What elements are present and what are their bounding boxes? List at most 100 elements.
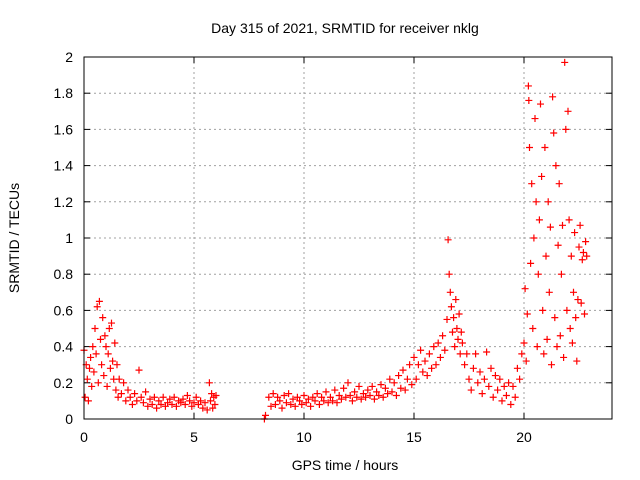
data-point (388, 388, 396, 396)
data-point (553, 343, 561, 351)
data-point (532, 198, 540, 206)
data-point (571, 229, 579, 237)
data-point (124, 386, 132, 394)
data-point (430, 343, 438, 351)
chart-title: Day 315 of 2021, SRMTID for receiver nkl… (211, 20, 479, 36)
data-point (421, 357, 429, 365)
data-point (534, 270, 542, 278)
data-point (348, 397, 356, 405)
data-point (207, 397, 214, 405)
data-point (342, 393, 350, 401)
y-tick-label: 1.4 (54, 158, 74, 174)
data-point (535, 216, 543, 224)
data-point (412, 375, 420, 383)
data-point (320, 397, 328, 405)
data-point (379, 393, 387, 401)
data-point (443, 315, 451, 323)
data-point (472, 350, 480, 358)
x-tick-label: 15 (406, 429, 422, 445)
data-point (92, 350, 100, 358)
data-point (540, 350, 548, 358)
data-point (392, 391, 400, 399)
data-point (487, 364, 495, 372)
data-point (521, 285, 529, 293)
data-point (567, 252, 575, 260)
data-point (439, 332, 447, 340)
data-point (142, 388, 150, 396)
data-point (106, 364, 114, 372)
data-point (446, 288, 454, 296)
data-point (344, 379, 352, 387)
data-point (265, 393, 273, 401)
data-point (280, 391, 288, 399)
data-point (262, 411, 269, 419)
data-point (357, 395, 365, 403)
data-point (89, 343, 97, 351)
data-point (99, 314, 107, 322)
data-point (522, 357, 530, 365)
data-point (322, 388, 330, 396)
data-point (101, 332, 109, 340)
data-point (324, 399, 332, 407)
data-point (117, 390, 125, 398)
data-point (513, 364, 521, 372)
data-point (523, 310, 531, 318)
data-point (126, 393, 134, 401)
data-point (276, 397, 284, 405)
data-point (366, 391, 374, 399)
data-point (576, 221, 584, 229)
data-point (208, 390, 216, 398)
data-point (340, 384, 348, 392)
data-point (375, 391, 383, 399)
data-point (455, 310, 463, 318)
data-point (115, 375, 123, 383)
data-point (93, 303, 101, 311)
data-point (287, 401, 295, 409)
data-point (573, 357, 581, 365)
data-point (83, 375, 91, 383)
data-point (159, 393, 167, 401)
data-point (417, 346, 425, 354)
data-point (87, 353, 95, 361)
data-point (128, 401, 136, 409)
data-point (559, 221, 566, 229)
data-point (353, 393, 361, 401)
data-point (88, 382, 96, 390)
data-point (561, 58, 569, 66)
data-point (518, 350, 526, 358)
data-point (410, 353, 418, 361)
data-point (105, 325, 113, 332)
data-point (168, 401, 176, 409)
data-point (139, 399, 147, 407)
data-point (333, 399, 341, 407)
data-point (434, 339, 442, 347)
data-point (450, 314, 458, 322)
grid-lines (84, 57, 612, 419)
data-point (451, 343, 459, 351)
data-point (444, 236, 452, 244)
data-point (102, 343, 110, 351)
data-point (307, 402, 315, 410)
y-tick-label: 1.8 (54, 85, 74, 101)
data-point (211, 401, 219, 409)
data-point (100, 372, 108, 380)
data-point (179, 395, 187, 403)
data-point (449, 328, 456, 336)
y-tick-label: 0 (65, 411, 73, 427)
data-point (91, 325, 99, 332)
data-point (104, 350, 112, 358)
data-point (447, 303, 455, 311)
data-point (302, 399, 310, 407)
data-point (364, 386, 372, 394)
data-point (500, 382, 508, 390)
data-point (377, 381, 385, 389)
data-point (318, 393, 326, 401)
data-point (502, 391, 510, 399)
data-point (563, 306, 571, 314)
data-point (423, 372, 431, 380)
data-point (566, 325, 574, 332)
data-point (537, 100, 544, 108)
data-point (166, 395, 174, 403)
data-point (538, 172, 546, 180)
